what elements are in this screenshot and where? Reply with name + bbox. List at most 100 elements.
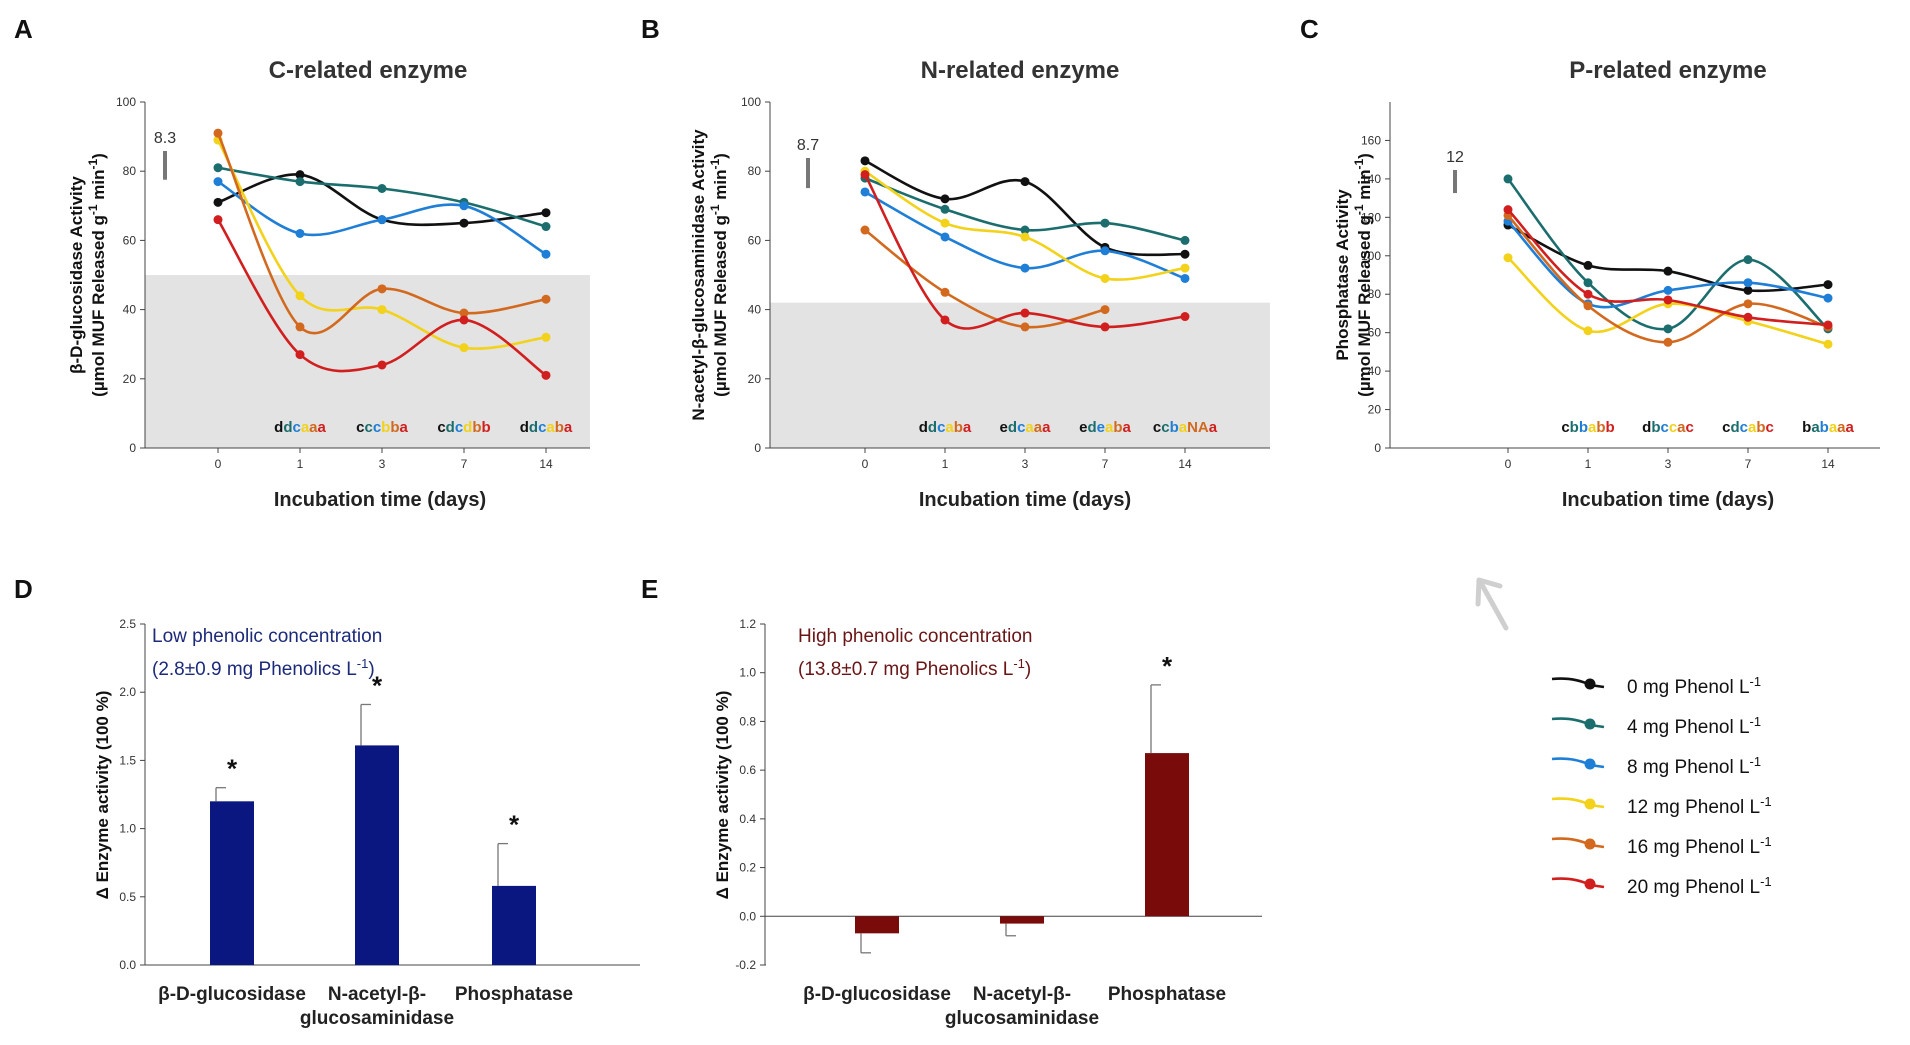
significance-letters: ccbaNAa [1153, 419, 1218, 436]
sig-letter: d [1008, 419, 1017, 436]
data-point [1583, 278, 1593, 288]
legend-sup: -1 [1750, 754, 1762, 769]
sig-letter: d [283, 419, 292, 436]
y-tick-label: 2.5 [119, 617, 136, 631]
legend-text: 20 mg Phenol L [1627, 877, 1760, 898]
significance-letters: dbccac [1642, 419, 1694, 436]
sig-letter: b [555, 419, 564, 436]
panel-note-line1: Low phenolic concentration [152, 626, 382, 647]
data-point [1743, 278, 1753, 288]
significance-star: * [372, 670, 383, 700]
sig-letter: b [1820, 419, 1829, 436]
data-point [1663, 285, 1673, 295]
data-point [1180, 312, 1190, 322]
sig-letter: c [364, 419, 372, 436]
bar [1145, 753, 1189, 917]
legend-marker [1584, 798, 1596, 810]
y-axis-label: N-acetyl-β-glucosaminidase Activity (µmol… [689, 129, 730, 421]
data-point [377, 360, 387, 370]
series-line-0 [1507, 223, 1829, 293]
sig-letter: b [1606, 419, 1615, 436]
y-tick-label: 60 [748, 233, 762, 247]
bar [210, 801, 254, 965]
legend-text: 0 mg Phenol L [1627, 677, 1750, 698]
data-point [1743, 299, 1753, 309]
y-tick-label: 0.6 [739, 763, 756, 777]
panel-title: C-related enzyme [269, 57, 468, 84]
data-point [860, 156, 870, 166]
legend-marker [1584, 878, 1596, 890]
sig-letter: a [400, 419, 409, 436]
data-point [940, 315, 950, 325]
legend-line [1551, 797, 1605, 809]
sig-letter: c [437, 419, 445, 436]
bar [855, 916, 899, 934]
data-point [541, 332, 551, 342]
data-point [1823, 320, 1833, 330]
sig-letter: a [1209, 419, 1218, 436]
y-axis-label: Δ Enzyme activity (100 %) [713, 691, 732, 900]
data-point [377, 284, 387, 294]
series-line-3 [216, 139, 547, 350]
category-label: β-D-glucosidase [158, 984, 306, 1005]
data-point [213, 215, 223, 225]
arrow-shaft [1478, 580, 1509, 631]
category-label: N-acetyl-β-glucosaminidase [300, 984, 454, 1029]
y-tick-label: 40 [748, 303, 762, 317]
sig-letter: a [1025, 419, 1034, 436]
data-point [541, 294, 551, 304]
y-tick-label: 20 [1368, 403, 1382, 417]
data-point [1100, 218, 1110, 228]
sig-letter: d [1087, 419, 1096, 436]
sig-letter: a [301, 419, 310, 436]
x-axis-label: Incubation time (days) [919, 489, 1131, 511]
y-tick-label: 0.2 [739, 861, 756, 875]
sig-letter: d [520, 419, 529, 436]
data-point [1100, 322, 1110, 332]
data-point [1663, 337, 1673, 347]
sig-letter: c [455, 419, 463, 436]
legend-line [1551, 757, 1605, 769]
data-point [295, 322, 305, 332]
data-point [1020, 263, 1030, 273]
significance-star: * [509, 810, 520, 840]
significance-letters: babaaa [1802, 419, 1854, 436]
note-close: ) [368, 659, 374, 680]
panel-note-line1: High phenolic concentration [798, 626, 1033, 647]
legend-sup: -1 [1760, 874, 1772, 889]
sig-letter: c [1766, 419, 1774, 436]
data-point [1583, 301, 1593, 311]
sig-letter: a [1837, 419, 1846, 436]
data-point [940, 232, 950, 242]
sig-letter: b [1651, 419, 1660, 436]
legend-line [1551, 677, 1605, 689]
data-point [1020, 177, 1030, 187]
data-point [1583, 260, 1593, 270]
note-text: (13.8±0.7 mg Phenolics L [798, 659, 1013, 680]
sig-letter: b [954, 419, 963, 436]
sig-letter: c [1722, 419, 1730, 436]
sig-letter: c [937, 419, 945, 436]
data-point [1663, 266, 1673, 276]
sig-letter: c [356, 419, 364, 436]
y-tick-label: 1.0 [119, 822, 136, 836]
scale-bar-label: 8.3 [154, 130, 176, 147]
x-tick-label: 7 [1102, 457, 1109, 471]
data-point [940, 287, 950, 297]
category-line: glucosaminidase [945, 1008, 1099, 1029]
y-tick-label: 100 [116, 95, 136, 109]
sig-letter: d [928, 419, 937, 436]
panel-note-line2: (2.8±0.9 mg Phenolics L-1) [152, 656, 375, 681]
data-point [541, 370, 551, 380]
y-tick-label: 0.4 [739, 812, 756, 826]
sig-letter: a [309, 419, 318, 436]
x-tick-label: 14 [1821, 457, 1835, 471]
arrow-icon [1475, 577, 1509, 631]
data-point [541, 249, 551, 259]
panel-title: N-related enzyme [921, 57, 1120, 84]
data-point [1100, 273, 1110, 283]
series-line-5 [863, 174, 1186, 330]
sig-letter: c [538, 419, 546, 436]
data-point [1100, 246, 1110, 256]
